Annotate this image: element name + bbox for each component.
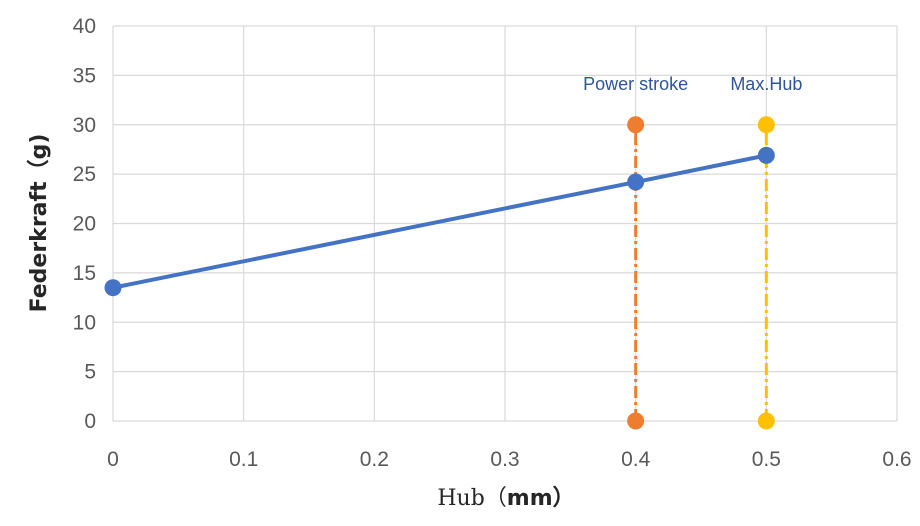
annotation-label: Power stroke: [583, 74, 688, 94]
y-tick-label: 35: [73, 64, 96, 87]
x-tick-label: 0.3: [490, 448, 519, 471]
x-tick-label: 0.1: [229, 448, 258, 471]
y-tick-label: 30: [73, 114, 96, 137]
series-line: [112, 153, 767, 290]
grid: [112, 25, 898, 422]
x-tick-label: 0.2: [360, 448, 389, 471]
x-tick-label: 0: [107, 448, 119, 471]
annotation-label: Max.Hub: [730, 74, 802, 94]
y-tick-label: 40: [73, 15, 96, 38]
x-tick-label: 0.4: [621, 448, 651, 471]
x-axis-title: Hub（mm）: [437, 486, 574, 511]
y-tick-label: 15: [73, 262, 96, 285]
y-tick-label: 0: [84, 410, 96, 433]
y-axis-title: Federkraft（g): [27, 134, 52, 313]
x-tick-label: 0.6: [882, 448, 911, 471]
y-tick-label: 25: [73, 163, 96, 186]
data-point: [104, 279, 122, 297]
data-point: [757, 146, 775, 164]
x-tick-label: 0.5: [752, 448, 781, 471]
data-point: [627, 412, 645, 430]
y-tick-label: 20: [73, 213, 96, 236]
series-layer: [104, 116, 775, 430]
data-point: [757, 412, 775, 430]
tick-labels: 0 5 10 15 20 25 30 35 40 0 0.1 0.2 0.3 0.4 0.5 0.6: [73, 15, 912, 471]
data-point: [627, 116, 645, 134]
annotations: Power stroke Max.Hub: [583, 74, 802, 94]
data-point: [627, 173, 645, 191]
y-tick-label: 10: [73, 311, 96, 334]
y-tick-label: 5: [84, 361, 96, 384]
data-point: [757, 116, 775, 134]
